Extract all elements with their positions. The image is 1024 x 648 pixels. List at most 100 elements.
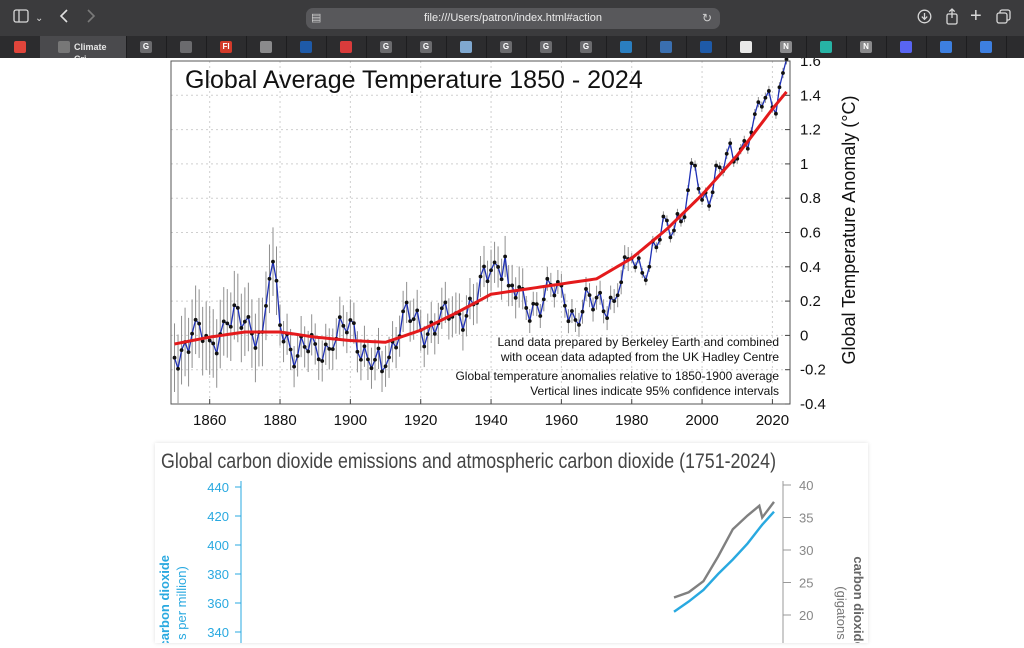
gear-icon — [260, 41, 272, 53]
data-point — [777, 85, 782, 90]
data-point — [591, 307, 595, 312]
tab[interactable]: G — [366, 36, 407, 58]
share-icon[interactable] — [945, 8, 959, 30]
data-point — [464, 313, 469, 318]
document-icon — [340, 41, 352, 53]
tab[interactable] — [686, 36, 727, 58]
data-point — [366, 357, 370, 362]
annotation-line-1: Land data prepared by Berkeley Earth and… — [497, 335, 779, 349]
noaa-icon — [700, 41, 712, 53]
data-point — [387, 355, 391, 360]
data-point — [211, 341, 216, 346]
left-tick-label: 360 — [207, 596, 229, 611]
data-point — [246, 315, 251, 319]
data-point — [394, 345, 398, 350]
tab[interactable] — [606, 36, 647, 58]
fi-icon: FI — [220, 41, 232, 53]
data-point — [517, 285, 522, 289]
data-point — [640, 271, 645, 275]
tab-overview-icon[interactable] — [996, 9, 1011, 29]
g-icon: G — [140, 41, 152, 53]
tab[interactable]: G — [526, 36, 567, 58]
reload-icon[interactable]: ↻ — [701, 11, 712, 25]
forward-button[interactable] — [86, 9, 96, 28]
chart-title: Global Average Temperature 1850 - 2024 — [185, 66, 643, 94]
data-point — [355, 349, 360, 354]
tab[interactable] — [886, 36, 927, 58]
tab[interactable] — [806, 36, 847, 58]
tab[interactable] — [286, 36, 327, 58]
data-point — [661, 214, 666, 219]
g-icon: G — [420, 41, 432, 53]
data-point — [239, 326, 244, 330]
compass-icon — [58, 41, 70, 53]
tab[interactable]: G — [566, 36, 607, 58]
n-icon: N — [780, 41, 792, 53]
new-tab-button[interactable]: + — [970, 5, 982, 27]
tab[interactable]: G — [126, 36, 167, 58]
data-point — [330, 347, 335, 352]
data-point — [228, 324, 233, 329]
tab[interactable]: N — [846, 36, 887, 58]
data-point — [235, 306, 240, 310]
share-icon — [620, 41, 632, 53]
data-point — [351, 321, 356, 326]
tab[interactable] — [0, 36, 41, 58]
data-point — [756, 100, 761, 105]
y-tick-label: 1.6 — [800, 58, 821, 70]
x-tick-label: 1860 — [193, 412, 226, 429]
data-point — [302, 344, 307, 349]
data-point — [506, 283, 511, 288]
data-point — [408, 319, 413, 324]
data-point — [577, 322, 581, 327]
trend-series-line — [174, 90, 788, 346]
x-tick-label: 2000 — [685, 412, 718, 429]
chart-title: Global carbon dioxide emissions and atmo… — [161, 450, 776, 473]
data-point — [207, 338, 212, 343]
data-point — [432, 331, 437, 336]
left-axis-label: ric carbon dioxide — [157, 555, 172, 643]
data-point — [415, 308, 420, 313]
site-icon — [660, 41, 672, 53]
x-tick-label: 1920 — [404, 412, 437, 429]
tab[interactable] — [646, 36, 687, 58]
data-point — [306, 349, 311, 354]
data-point — [633, 265, 638, 270]
n-icon: N — [860, 41, 872, 53]
data-point — [496, 265, 500, 269]
tab[interactable] — [446, 36, 487, 58]
y-tick-label: 0.4 — [800, 259, 821, 276]
x-tick-label: 2020 — [756, 412, 789, 429]
tab[interactable]: N — [766, 36, 807, 58]
tab[interactable] — [926, 36, 967, 58]
right-axis-label: carbon dioxide e — [851, 556, 866, 643]
tab[interactable] — [166, 36, 207, 58]
tab[interactable] — [966, 36, 1007, 58]
right-tick-label: 35 — [799, 511, 813, 526]
data-point — [766, 89, 771, 93]
tab[interactable] — [326, 36, 367, 58]
data-point — [573, 318, 578, 322]
data-point — [710, 190, 715, 195]
sidebar-toggle-icon[interactable] — [13, 9, 29, 28]
data-point — [341, 323, 346, 328]
data-point — [176, 366, 180, 371]
tab[interactable] — [726, 36, 767, 58]
tab[interactable] — [246, 36, 287, 58]
chevron-down-icon[interactable]: ⌄ — [35, 13, 44, 24]
g-icon: G — [540, 41, 552, 53]
data-point — [636, 256, 641, 261]
data-point — [647, 264, 652, 269]
back-button[interactable] — [59, 9, 69, 28]
data-point — [763, 95, 768, 100]
tab[interactable]: G — [486, 36, 527, 58]
data-point — [197, 321, 202, 326]
x-tick-label: 1980 — [615, 412, 648, 429]
tab[interactable]: FI — [206, 36, 247, 58]
tab-active[interactable]: Climate Cri... — [40, 36, 127, 64]
tab[interactable]: G — [406, 36, 447, 58]
download-icon[interactable] — [917, 9, 932, 29]
data-point — [608, 295, 613, 300]
address-bar[interactable]: ▤ file:///Users/patron/index.html#action… — [306, 8, 720, 29]
left-tick-label: 380 — [207, 567, 229, 582]
